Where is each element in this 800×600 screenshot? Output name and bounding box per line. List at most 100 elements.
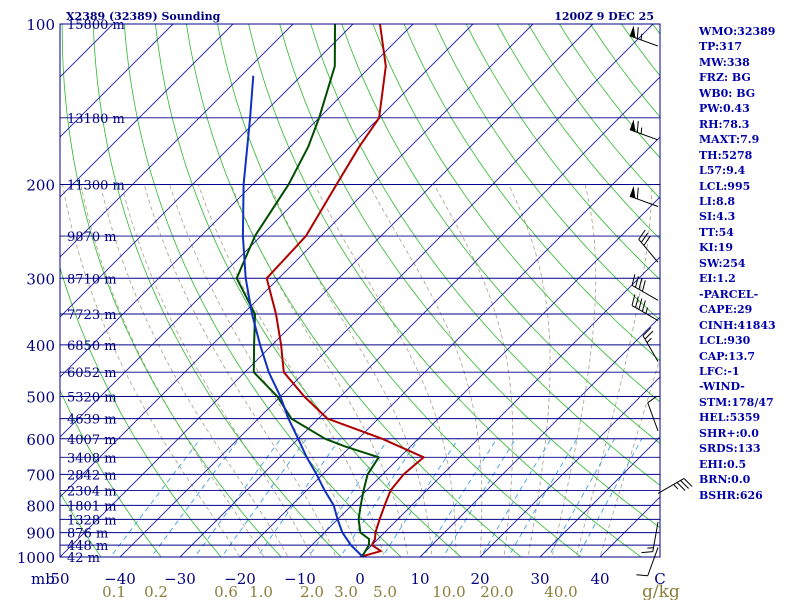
- index-line: LI:8.8: [699, 194, 736, 208]
- dry-adiabat-line: [372, 24, 660, 403]
- dry-adiabat-line: [341, 24, 660, 444]
- dry-adiabat-line: [403, 24, 660, 362]
- moist-adiabat-line: [62, 184, 241, 557]
- moist-adiabat-line: [508, 184, 551, 557]
- temperature-tick-label: 30: [530, 570, 549, 588]
- index-line: TP:317: [699, 40, 743, 54]
- moist-adiabat-line: [80, 184, 265, 557]
- dry-adiabat-line: [60, 389, 162, 557]
- mixing-ratio-line: [442, 438, 516, 557]
- dry-adiabat-line: [310, 24, 660, 486]
- moist-adiabat-line: [230, 184, 409, 557]
- dry-adiabat-line: [60, 266, 222, 557]
- mixing-ratio-tick-label: 5.0: [373, 583, 397, 600]
- wind-barb-half-feather: [673, 484, 679, 490]
- height-labels: 15800 m 13180 m 11300 m 9870 m 8710 m 7723 m 6…: [67, 18, 125, 566]
- wind-barb: [657, 478, 693, 494]
- dry-adiabat-line: [217, 24, 582, 557]
- height-label: 448 m: [67, 539, 108, 554]
- isotherm-line: [299, 196, 660, 557]
- temperature-tick-label: −20: [224, 570, 256, 588]
- isobars: [60, 24, 660, 557]
- height-label: 1328 m: [67, 513, 117, 528]
- wind-barb-staff: [631, 305, 659, 321]
- wind-barb-feather: [638, 278, 643, 290]
- index-line: LCL:995: [699, 179, 751, 193]
- moist-adiabat-line: [169, 184, 361, 557]
- wind-barb-half-feather: [640, 127, 643, 134]
- index-line: WB0: BG: [699, 86, 756, 100]
- dry-adiabat-line: [92, 24, 342, 557]
- mixing-ratio-tick-label: 40.0: [544, 583, 577, 600]
- index-line: SRDS:133: [699, 442, 761, 456]
- wind-barb-feather: [631, 274, 636, 286]
- temperature-tick-label: 40: [590, 570, 609, 588]
- index-line: EHI:0.5: [699, 457, 747, 471]
- isotherm-line: [60, 24, 594, 557]
- moist-adiabat-line: [314, 184, 457, 557]
- height-label: 1801 m: [67, 499, 117, 514]
- wind-barb-half-feather: [645, 307, 649, 314]
- isotherm-line: [239, 136, 660, 557]
- index-line: SI:4.3: [699, 210, 736, 224]
- temperature-tick-label: 10: [410, 570, 429, 588]
- height-label: 7723 m: [67, 308, 117, 323]
- wind-barb: [642, 327, 659, 362]
- wind-barb-half-feather: [640, 33, 643, 40]
- mixing-ratio-lines: [109, 438, 643, 557]
- index-line: CINH:41843: [699, 318, 776, 332]
- index-line: CAPE:29: [699, 303, 753, 317]
- wind-barb-feather: [638, 229, 646, 240]
- pressure-tick-label: 100: [26, 16, 55, 34]
- pressure-tick-labels: 100 200 300 400 500 600 700 800 900 1000: [17, 16, 55, 567]
- wind-barb-feather: [641, 300, 646, 312]
- pressure-tick-label: 900: [26, 525, 55, 543]
- moist-adiabat-line: [120, 184, 313, 557]
- height-label: 9870 m: [67, 230, 117, 245]
- height-label: 6052 m: [67, 366, 117, 381]
- wind-barb-staff: [642, 335, 659, 362]
- mixing-ratio-line: [339, 438, 419, 557]
- wind-barb-feather: [647, 395, 658, 404]
- temperature-tick-label: 50: [50, 570, 69, 588]
- isotherm-line: [119, 24, 654, 557]
- wind-barb: [631, 274, 659, 301]
- dry-adiabat-line: [465, 24, 660, 281]
- index-line: BRN:0.0: [699, 473, 751, 487]
- index-line: TH:5278: [699, 148, 753, 162]
- indices-panel: WMO:32389 TP:317 MW:338 FRZ: BG WB0: BG PW:0.…: [699, 24, 799, 503]
- isotherm-line: [60, 24, 294, 258]
- wind-barb-feather: [634, 276, 639, 288]
- moist-adiabat-line: [99, 184, 289, 557]
- wind-barb-feather: [636, 187, 639, 200]
- height-label: 13180 m: [67, 112, 125, 127]
- dry-adiabat-line: [61, 24, 282, 557]
- dewpoint-trace: [235, 24, 380, 557]
- wind-barb-feather: [676, 482, 686, 491]
- dry-adiabat-line: [60, 491, 102, 557]
- index-line: RH:78.3: [699, 117, 750, 131]
- temperature-tick-labels: 50 −40 −30 −20 −10 0 10 20 30 40 C: [50, 570, 665, 588]
- wind-barb-half-feather: [646, 337, 652, 343]
- wind-barb: [641, 522, 659, 554]
- index-line: FRZ: BG: [699, 71, 751, 85]
- mixing-ratio-tick-label: 10.0: [432, 583, 465, 600]
- index-line: -PARCEL-: [699, 287, 759, 301]
- height-label: 8710 m: [67, 272, 117, 287]
- valid-time: 1200Z 9 DEC 25: [554, 10, 654, 23]
- index-line: SHR+:0.0: [699, 426, 759, 440]
- wind-barb-staff: [629, 35, 659, 47]
- mixing-ratio-tick-label: 3.0: [334, 583, 358, 600]
- index-line: LFC:-1: [699, 364, 740, 378]
- index-line: KI:19: [699, 241, 734, 255]
- height-label: 15800 m: [67, 18, 125, 33]
- wind-barb-feather: [631, 294, 636, 306]
- isotherm-line: [179, 76, 660, 557]
- wind-barb-feather: [636, 574, 648, 577]
- wind-barb-feather: [640, 232, 649, 243]
- mixing-ratio-tick-label: 0.6: [214, 583, 238, 600]
- isotherm-line: [60, 24, 354, 318]
- pressure-unit-label: mb: [31, 570, 55, 588]
- moist-adiabat-line: [551, 184, 597, 557]
- index-line: LCL:930: [699, 334, 751, 348]
